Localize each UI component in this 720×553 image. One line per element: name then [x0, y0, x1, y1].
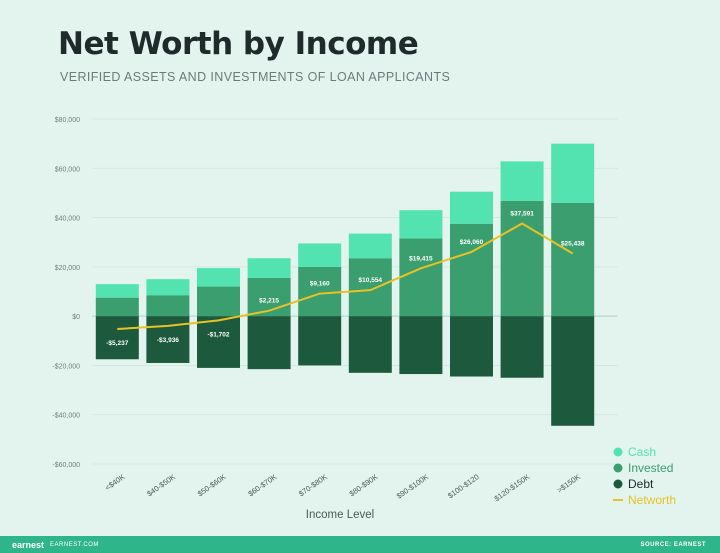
networth-data-label: -$1,702	[207, 331, 229, 338]
legend-label-invested: Invested	[628, 461, 673, 475]
bar-cash	[197, 268, 240, 287]
x-tick-label: $60-$70K	[246, 472, 278, 498]
bar-cash	[348, 233, 392, 259]
bar-invested	[197, 286, 240, 317]
legend-swatch-cash	[613, 447, 623, 457]
networth-data-label: $2,215	[259, 298, 279, 305]
y-tick-label: $0	[72, 314, 80, 321]
bar-debt	[95, 316, 139, 360]
x-tick-label: >$150K	[555, 472, 582, 494]
bar-debt	[247, 316, 291, 370]
bar-cash	[247, 258, 291, 278]
y-tick-label: $20,000	[55, 265, 80, 272]
networth-data-label: $19,415	[409, 255, 433, 262]
bar-invested	[146, 295, 190, 317]
x-tick-label: $120-$150K	[493, 472, 532, 503]
legend-label-networth: Networth	[628, 493, 676, 507]
bar-cash	[399, 210, 443, 239]
y-tick-label: $80,000	[55, 117, 80, 124]
bar-cash	[450, 191, 493, 224]
bar-debt	[197, 316, 240, 368]
x-tick-label: $40-$50K	[145, 472, 177, 498]
bar-cash	[551, 143, 595, 203]
networth-data-label: $10,554	[359, 277, 383, 284]
x-tick-label: $100-$120	[446, 472, 481, 500]
legend-swatch-debt	[613, 479, 623, 489]
bar-invested	[399, 238, 443, 317]
networth-data-label: -$3,936	[157, 337, 179, 344]
bar-debt	[500, 316, 544, 378]
x-tick-label: $50-$60K	[196, 472, 228, 498]
legend-label-debt: Debt	[628, 477, 654, 491]
networth-data-label: $26,060	[460, 239, 484, 246]
footer-brand: earnest EARNEST.COM	[0, 540, 99, 550]
bar-invested	[500, 200, 544, 317]
x-tick-label: <$40K	[103, 472, 126, 492]
bar-debt	[450, 316, 493, 377]
y-tick-label: -$60,000	[52, 462, 80, 469]
bar-debt	[348, 316, 392, 373]
bar-cash	[500, 161, 544, 201]
y-tick-label: -$40,000	[52, 413, 80, 420]
bar-cash	[146, 279, 190, 296]
bar-debt	[551, 316, 595, 426]
bar-invested	[551, 202, 595, 317]
footer-url[interactable]: EARNEST.COM	[50, 541, 99, 548]
footer-source: SOURCE: EARNEST	[640, 541, 706, 548]
legend-label-cash: Cash	[628, 445, 656, 459]
net-worth-chart: $80,000 $60,000 $40,000 $20,000 $0 -$20,000 -$…	[52, 117, 676, 521]
bar-invested	[298, 266, 342, 317]
networth-data-label: -$5,237	[106, 340, 128, 347]
bar-invested	[450, 223, 493, 317]
x-tick-label: $70-$80K	[297, 472, 329, 498]
networth-line	[117, 222, 574, 331]
y-tick-label: -$20,000	[52, 363, 80, 370]
bar-cash	[298, 243, 342, 267]
brand-logo: earnest	[12, 539, 45, 550]
bar-invested	[95, 297, 139, 317]
footer-bar: earnest EARNEST.COM SOURCE: EARNEST	[0, 536, 720, 553]
chart-subtitle: VERIFIED ASSETS AND INVESTMENTS OF LOAN …	[60, 70, 451, 84]
networth-data-label: $9,160	[310, 281, 330, 288]
bar-invested	[348, 258, 392, 317]
bar-cash	[95, 284, 139, 298]
bar-debt	[298, 316, 342, 366]
x-axis-label: Income Level	[306, 509, 374, 521]
y-tick-label: $60,000	[55, 166, 80, 173]
y-tick-label: $40,000	[55, 216, 80, 223]
networth-data-label: $37,591	[510, 211, 534, 218]
chart-title: Net Worth by Income	[58, 26, 419, 62]
legend-swatch-invested	[613, 463, 623, 473]
bar-debt	[399, 316, 443, 375]
networth-data-label: $25,438	[561, 240, 585, 247]
x-tick-label: $80-$90K	[348, 472, 380, 498]
x-tick-label: $90-$100K	[395, 472, 430, 500]
